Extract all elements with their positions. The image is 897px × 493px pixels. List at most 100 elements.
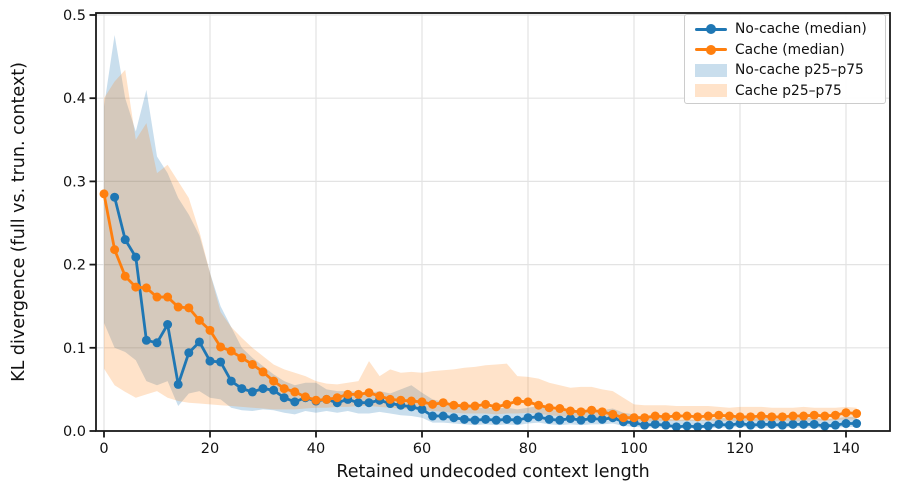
cache-data-point	[724, 411, 734, 421]
no-cache-data-point	[163, 320, 173, 330]
x-tick-label: 0	[99, 441, 108, 457]
no-cache-data-point	[269, 385, 279, 395]
plot-border	[95, 12, 891, 432]
cache-data-point	[597, 407, 607, 417]
cache-data-point	[841, 408, 851, 418]
no-cache-band-swatch	[695, 63, 727, 77]
no-cache-data-point	[756, 419, 766, 429]
no-cache-data-point	[576, 415, 586, 425]
no-cache-data-point	[841, 419, 851, 429]
cache-data-point	[481, 399, 491, 409]
x-axis-label: Retained undecoded context length	[336, 462, 650, 482]
no-cache-data-point	[205, 356, 215, 366]
cache-data-point	[777, 412, 787, 422]
cache-data-point	[459, 401, 469, 411]
legend-item-no-cache-band: No-cache p25–p75	[695, 60, 885, 81]
cache-data-point	[650, 411, 660, 421]
cache-data-point	[671, 411, 681, 421]
y-tick-label: 0.3	[63, 174, 86, 190]
cache-data-point	[534, 400, 544, 410]
legend-marker-dot	[706, 44, 716, 55]
cache-data-point	[110, 245, 120, 255]
y-axis-label: KL divergence (full vs. trun. context)	[9, 62, 29, 382]
legend-label: No-cache (median)	[735, 21, 867, 38]
cache-data-point	[438, 398, 448, 408]
y-tick-label: 0.2	[63, 258, 86, 274]
legend-item-no-cache-median: No-cache (median)	[695, 19, 885, 40]
legend-label: No-cache p25–p75	[735, 62, 864, 79]
cache-data-point	[353, 389, 363, 399]
cache-data-point	[608, 409, 618, 419]
cache-line-swatch	[695, 44, 727, 55]
no-cache-data-point	[682, 421, 692, 431]
cache-data-point	[767, 412, 777, 422]
cache-data-point	[555, 404, 565, 414]
no-cache-data-point	[555, 415, 565, 425]
cache-data-point	[290, 387, 300, 397]
cache-data-point	[364, 388, 374, 398]
cache-data-point	[279, 384, 289, 394]
cache-data-point	[99, 189, 109, 199]
cache-data-point	[269, 376, 279, 386]
no-cache-data-point	[141, 335, 151, 345]
no-cache-data-point	[809, 419, 819, 429]
x-tick-label: 60	[413, 441, 431, 457]
no-cache-data-point	[110, 192, 120, 202]
cache-data-point	[343, 389, 353, 399]
cache-data-point	[417, 397, 427, 407]
cache-data-point	[311, 395, 321, 405]
no-cache-data-point	[650, 419, 660, 429]
no-cache-data-point	[820, 421, 830, 431]
no-cache-data-point	[459, 414, 469, 424]
legend-label: Cache (median)	[735, 41, 845, 58]
no-cache-data-point	[353, 398, 363, 408]
cache-data-point	[375, 391, 385, 401]
cache-data-point	[406, 396, 416, 406]
no-cache-data-point	[735, 419, 745, 429]
cache-data-point	[809, 410, 819, 420]
no-cache-data-point	[777, 420, 787, 430]
no-cache-data-point	[788, 419, 798, 429]
cache-band-swatch	[695, 84, 727, 98]
no-cache-data-point	[184, 348, 194, 358]
cache-data-point	[247, 359, 257, 369]
no-cache-data-point	[131, 252, 141, 262]
no-cache-data-point	[226, 376, 236, 386]
no-cache-data-point	[120, 235, 130, 245]
no-cache-data-point	[290, 397, 300, 407]
cache-data-point	[226, 346, 236, 356]
cache-data-point	[163, 292, 173, 302]
no-cache-data-point	[799, 419, 809, 429]
no-cache-data-point	[438, 411, 448, 421]
cache-data-point	[544, 403, 554, 413]
no-cache-data-point	[237, 384, 247, 394]
legend-label: Cache p25–p75	[735, 82, 842, 99]
cache-data-point	[184, 303, 194, 313]
no-cache-data-point	[279, 393, 289, 403]
cache-data-point	[565, 406, 575, 416]
legend-marker-dot	[706, 24, 716, 35]
no-cache-data-point	[534, 412, 544, 422]
cache-data-point	[385, 394, 395, 404]
cache-data-point	[693, 412, 703, 422]
cache-data-point	[322, 394, 332, 404]
no-cache-data-point	[724, 420, 734, 430]
cache-data-point	[746, 412, 756, 422]
no-cache-data-point	[565, 414, 575, 424]
cache-data-point	[396, 395, 406, 405]
cache-data-point	[449, 400, 459, 410]
no-cache-data-point	[173, 379, 183, 389]
no-cache-data-point	[852, 419, 862, 429]
no-cache-data-point	[693, 422, 703, 432]
no-cache-data-point	[767, 419, 777, 429]
cache-data-point	[120, 271, 130, 281]
cache-data-point	[131, 282, 141, 292]
no-cache-data-point	[544, 414, 554, 424]
y-tick-label: 0.4	[63, 91, 86, 107]
cache-data-point	[523, 397, 533, 407]
x-tick-label: 80	[519, 441, 537, 457]
no-cache-data-point	[746, 420, 756, 430]
cache-data-point	[491, 402, 501, 412]
